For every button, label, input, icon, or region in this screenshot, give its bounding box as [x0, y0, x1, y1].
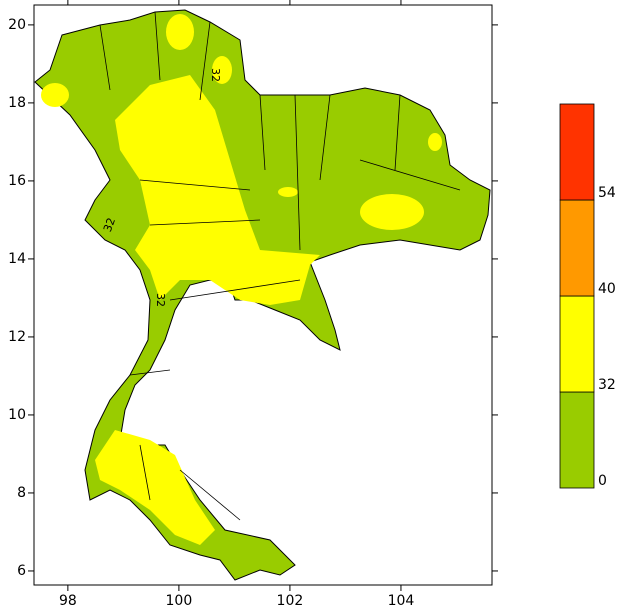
contour-label: 32: [101, 216, 118, 234]
x-tick-label: 98: [59, 593, 77, 609]
colorbar-segment: [559, 199, 595, 297]
y-tick-label: 20: [8, 17, 26, 33]
colorbar: 0 32 40 54: [559, 103, 616, 489]
land-yellow-e2: [428, 133, 442, 151]
y-tick-label: 18: [8, 95, 26, 111]
contour-label: 32: [154, 293, 167, 307]
map-frame: [33, 4, 493, 586]
land-yellow-south: [95, 430, 215, 545]
x-tick-label: 102: [277, 593, 304, 609]
axis-ticks: 98 100 102 104 6 8 10 12 14 16 18 20 32 32 32: [8, 0, 498, 609]
colorbar-segment: [559, 391, 595, 489]
y-tick-label: 12: [8, 329, 26, 345]
colorbar-label: 32: [598, 377, 616, 393]
y-tick-label: 8: [17, 485, 26, 501]
y-tick-label: 6: [17, 563, 26, 579]
land-yellow-east: [360, 194, 424, 230]
land-yellow-ne: [212, 56, 232, 84]
y-tick-label: 16: [8, 173, 26, 189]
colorbar-label: 54: [598, 185, 616, 201]
x-tick-label: 104: [388, 593, 415, 609]
land-yellow-mid: [278, 187, 298, 197]
land-yellow-north: [166, 14, 194, 50]
land: [34, 9, 491, 581]
colorbar-segment: [559, 103, 595, 201]
y-tick-label: 14: [8, 251, 26, 267]
land-yellow-central: [115, 75, 320, 305]
land-yellow-west: [41, 83, 69, 107]
colorbar-segment: [559, 295, 595, 393]
contour-label: 32: [209, 68, 222, 82]
x-tick-label: 100: [166, 593, 193, 609]
colorbar-label: 40: [598, 281, 616, 297]
colorbar-label: 0: [598, 473, 607, 489]
y-tick-label: 10: [8, 407, 26, 423]
province-lines: [99, 11, 461, 521]
